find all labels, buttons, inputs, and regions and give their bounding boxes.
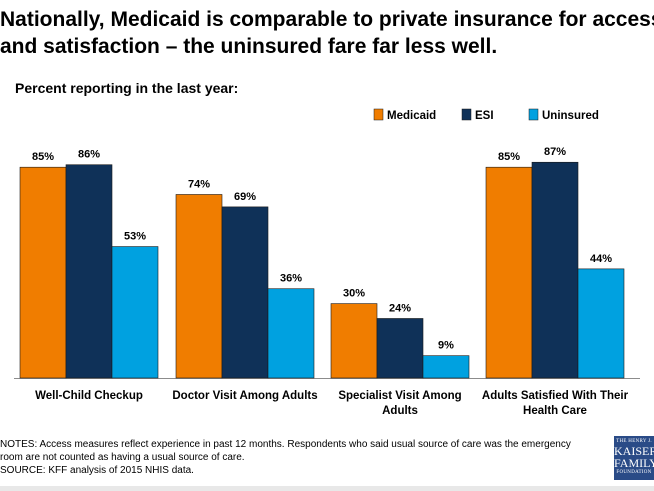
bar-esi-1 <box>221 206 269 379</box>
bar-medicaid-3 <box>485 166 533 379</box>
data-label-esi-3: 87% <box>544 146 566 158</box>
bar-medicaid-1 <box>175 194 223 379</box>
bar-chart: 85% 74% 30% 85% 86% 69% 24% 87% 53% 36% 9% 44% Well-… <box>14 108 640 417</box>
data-label-medicaid-3: 85% <box>498 151 520 163</box>
legend-label-medicaid: Medicaid <box>387 110 436 122</box>
legend-swatch-esi <box>461 108 472 121</box>
chart-subtitle: Percent reporting in the last year: <box>15 80 239 96</box>
data-label-uninsured-1: 36% <box>280 273 302 285</box>
kff-logo: THE HENRY J. KAISER FAMILY FOUNDATION <box>614 436 654 480</box>
bar-medicaid-2 <box>330 303 378 379</box>
bottom-rule <box>0 486 654 491</box>
data-label-uninsured-3: 44% <box>590 253 612 265</box>
bar-uninsured-2 <box>422 355 470 379</box>
data-label-medicaid-2: 30% <box>343 288 365 300</box>
logo-line-1: THE HENRY J. <box>616 439 652 444</box>
logo-line-3: FAMILY <box>614 456 654 470</box>
title-line-1: Nationally, Medicaid is comparable to pr… <box>0 8 654 31</box>
legend-label-esi: ESI <box>475 110 494 122</box>
data-label-medicaid-0: 85% <box>32 151 54 163</box>
title-line-2: and satisfaction – the uninsured fare fa… <box>0 35 498 58</box>
data-label-uninsured-0: 53% <box>124 231 146 243</box>
logo-line-4: FOUNDATION <box>616 470 652 475</box>
bar-uninsured-1 <box>267 288 315 379</box>
category-label-3-0: Adults Satisfied With Their <box>482 390 629 402</box>
notes-line-2: room are not counted as having a usual s… <box>0 452 245 463</box>
category-label-0-0: Well-Child Checkup <box>35 390 143 402</box>
legend-label-uninsured: Uninsured <box>542 110 599 122</box>
logo-line-2: KAISER <box>614 444 654 458</box>
bar-esi-0 <box>65 164 113 379</box>
bar-medicaid-0 <box>19 166 67 379</box>
category-label-2-1: Adults <box>382 405 418 417</box>
data-label-esi-2: 24% <box>389 302 411 314</box>
source-line: SOURCE: KFF analysis of 2015 NHIS data. <box>0 465 194 476</box>
chart-title: Nationally, Medicaid is comparable to pr… <box>0 6 654 60</box>
category-label-2-0: Specialist Visit Among <box>338 390 461 402</box>
data-label-uninsured-2: 9% <box>438 340 454 352</box>
data-label-esi-0: 86% <box>78 149 100 161</box>
bar-uninsured-3 <box>577 268 625 379</box>
notes-line-1: NOTES: Access measures reflect experienc… <box>0 439 571 450</box>
legend-swatch-medicaid <box>373 108 384 121</box>
bar-esi-2 <box>376 318 424 379</box>
notes-source: NOTES: Access measures reflect experienc… <box>0 438 600 477</box>
data-label-medicaid-1: 74% <box>188 178 210 190</box>
bar-uninsured-0 <box>111 246 159 379</box>
bar-esi-3 <box>531 161 579 379</box>
legend-swatch-uninsured <box>528 108 539 121</box>
category-label-3-1: Health Care <box>523 405 587 417</box>
data-label-esi-1: 69% <box>234 191 256 203</box>
category-label-1-0: Doctor Visit Among Adults <box>172 390 317 402</box>
